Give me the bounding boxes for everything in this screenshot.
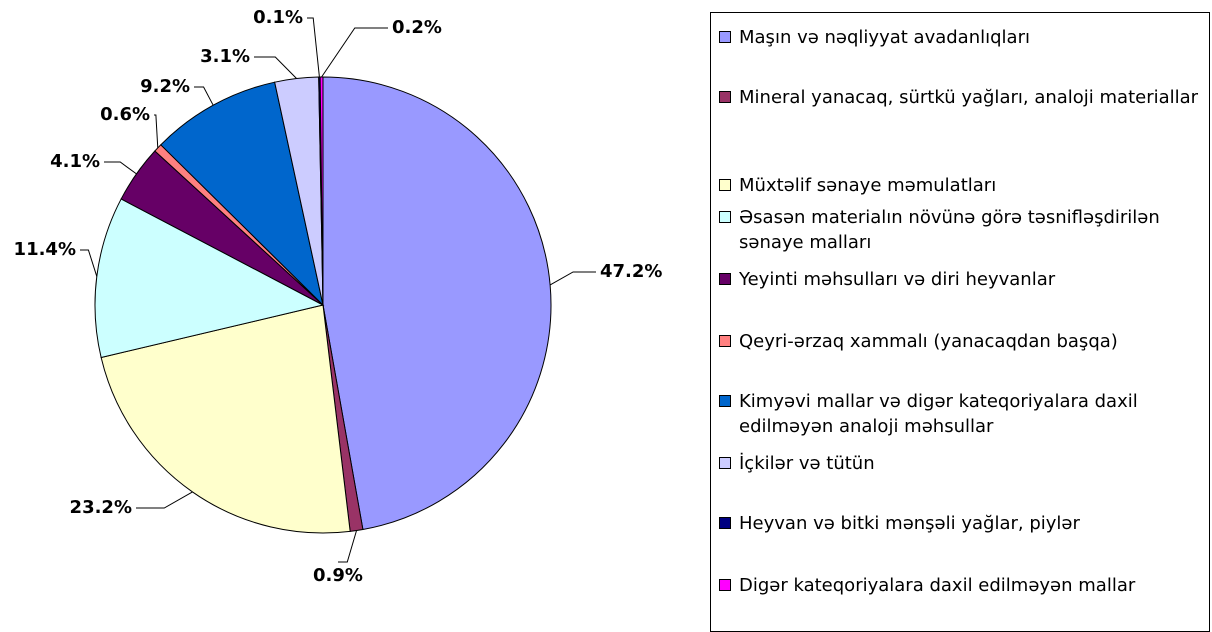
leader-line — [321, 27, 388, 78]
legend-swatch — [719, 335, 731, 347]
legend-entry: Əsasən materialın növünə görə təsnifləşd… — [719, 205, 1212, 255]
legend-label: Əsasən materialın növünə görə təsnifləşd… — [739, 207, 1160, 253]
leader-line — [136, 491, 193, 509]
legend-swatch — [719, 211, 731, 223]
leader-line — [549, 271, 596, 286]
legend-swatch — [719, 273, 731, 285]
legend-entry: Yeyinti məhsulları və diri heyvanlar — [719, 267, 1212, 292]
legend-swatch — [719, 91, 731, 103]
legend-swatch — [719, 517, 731, 529]
legend-entry: Kimyəvi mallar və digər kateqoriyalara d… — [719, 389, 1212, 439]
legend-label: İçkilər və tütün — [739, 453, 875, 474]
data-label: 11.4% — [14, 239, 76, 260]
leader-line — [338, 530, 358, 563]
data-label: 47.2% — [600, 261, 662, 282]
legend-swatch — [719, 179, 731, 191]
data-label: 0.9% — [313, 565, 363, 586]
leader-line — [104, 161, 137, 175]
data-label: 0.1% — [253, 7, 303, 28]
legend-swatch — [719, 31, 731, 43]
leader-line — [307, 17, 320, 78]
leader-line — [194, 86, 214, 106]
legend-entry: Heyvan və bitki mənşəli yağlar, piylər — [719, 511, 1212, 536]
pie-slice — [94, 198, 325, 359]
data-label: 0.2% — [392, 17, 442, 38]
pie-slice — [100, 304, 351, 534]
legend-entry: Qeyri-ərzaq xammalı (yanacaqdan başqa) — [719, 329, 1212, 354]
legend-label: Müxtəlif sənaye məmulatları — [739, 175, 997, 196]
legend-label: Qeyri-ərzaq xammalı (yanacaqdan başqa) — [739, 331, 1118, 352]
data-label: 0.6% — [100, 104, 150, 125]
data-label: 23.2% — [70, 497, 132, 518]
legend-entry: Digər kateqoriyalara daxil edilməyən mal… — [719, 573, 1212, 598]
data-label: 3.1% — [200, 46, 250, 67]
legend-entry: Müxtəlif sənaye məmulatları — [719, 173, 1212, 198]
legend-swatch — [719, 457, 731, 469]
legend-label: Mineral yanacaq, sürtkü yağları, analoji… — [739, 87, 1199, 108]
legend-label: Digər kateqoriyalara daxil edilməyən mal… — [739, 575, 1136, 596]
legend-entry: Maşın və nəqliyyat avadanlıqları — [719, 25, 1212, 50]
leader-line — [154, 114, 159, 148]
leader-line — [254, 56, 297, 79]
legend: Maşın və nəqliyyat avadanlıqları Mineral … — [710, 12, 1210, 632]
pie-slice — [160, 81, 324, 307]
legend-swatch — [719, 395, 731, 407]
chart: 47.2% 0.9% 23.2% 11.4% 4.1% 0.6% 9.2% 3.1%0.1% 0… — [14, 7, 663, 586]
legend-entry: Mineral yanacaq, sürtkü yağları, analoji… — [719, 85, 1212, 110]
legend-swatch — [719, 579, 731, 591]
legend-label: Maşın və nəqliyyat avadanlıqları — [739, 27, 1030, 48]
pie-slice — [322, 76, 552, 531]
data-label: 4.1% — [50, 151, 100, 172]
legend-label: Kimyəvi mallar və digər kateqoriyalara d… — [739, 391, 1138, 437]
legend-entry: İçkilər və tütün — [719, 451, 1212, 476]
leader-line — [80, 249, 98, 277]
legend-label: Yeyinti məhsulları və diri heyvanlar — [739, 269, 1056, 290]
data-label: 9.2% — [140, 76, 190, 97]
legend-label: Heyvan və bitki mənşəli yağlar, piylər — [739, 513, 1080, 534]
